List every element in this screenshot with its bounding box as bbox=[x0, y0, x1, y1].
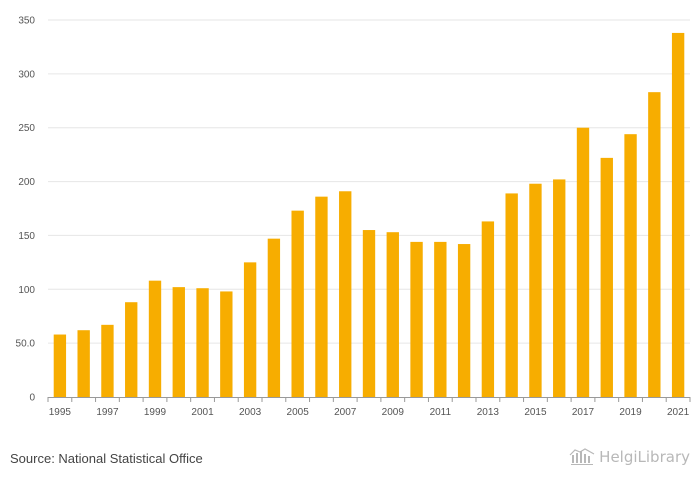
bar-2002[interactable] bbox=[220, 291, 233, 397]
y-tick-label: 0 bbox=[29, 393, 35, 404]
bars bbox=[53, 32, 685, 398]
bar-1995[interactable] bbox=[53, 334, 67, 397]
x-tick-label: 2003 bbox=[239, 407, 262, 418]
x-tick-label: 2005 bbox=[287, 407, 310, 418]
y-tick-label: 250 bbox=[18, 123, 35, 134]
library-building-icon bbox=[569, 448, 595, 465]
bar-2013[interactable] bbox=[481, 221, 495, 397]
x-tick-label: 1999 bbox=[144, 407, 167, 418]
source-note: Source: National Statistical Office bbox=[10, 451, 203, 466]
bar-1999[interactable] bbox=[148, 280, 162, 397]
bar-2018[interactable] bbox=[600, 157, 613, 397]
x-tick-label: 2001 bbox=[191, 407, 214, 418]
bar-1996[interactable] bbox=[77, 330, 90, 397]
y-tick-label: 50.0 bbox=[16, 339, 36, 350]
bar-1998[interactable] bbox=[125, 302, 138, 397]
bar-2020[interactable] bbox=[648, 92, 661, 397]
bar-2007[interactable] bbox=[339, 191, 352, 397]
y-tick-label: 100 bbox=[18, 285, 35, 296]
x-tick-label: 2007 bbox=[334, 407, 357, 418]
chart-footer: Source: National Statistical Office Helg… bbox=[0, 440, 700, 483]
x-tick-label: 1997 bbox=[96, 407, 119, 418]
bar-2012[interactable] bbox=[457, 244, 471, 397]
y-tick-label: 200 bbox=[18, 177, 35, 188]
logo-text: HelgiLibrary bbox=[599, 448, 690, 466]
bar-2006[interactable] bbox=[315, 196, 328, 397]
x-tick-label: 2013 bbox=[477, 407, 500, 418]
bar-2008[interactable] bbox=[362, 230, 376, 397]
bar-2010[interactable] bbox=[410, 241, 423, 397]
bar-1997[interactable] bbox=[101, 324, 114, 397]
bar-2021[interactable] bbox=[671, 32, 685, 397]
helgilibrary-logo[interactable]: HelgiLibrary bbox=[569, 448, 690, 466]
bar-2005[interactable] bbox=[291, 210, 304, 397]
bar-2011[interactable] bbox=[434, 241, 447, 397]
bar-chart: 0 50.0 100 150 200 250 300 350 1995 1997 1999 2001 2… bbox=[16, 16, 691, 418]
bar-2004[interactable] bbox=[267, 238, 281, 397]
x-tick-label: 2009 bbox=[382, 407, 405, 418]
y-tick-label: 350 bbox=[18, 16, 35, 27]
bar-2015[interactable] bbox=[529, 183, 542, 397]
x-tick-label: 1995 bbox=[49, 407, 72, 418]
axes: 0 50.0 100 150 200 250 300 350 1995 1997 1999 2001 2… bbox=[16, 16, 691, 418]
x-tick-label: 2019 bbox=[619, 407, 642, 418]
x-tick-label: 2021 bbox=[667, 407, 690, 418]
x-tick-label: 2015 bbox=[524, 407, 547, 418]
y-tick-label: 150 bbox=[18, 231, 35, 242]
bar-2014[interactable] bbox=[505, 193, 518, 397]
x-tick-label: 2017 bbox=[572, 407, 595, 418]
bar-2003[interactable] bbox=[243, 262, 257, 397]
bar-2009[interactable] bbox=[386, 232, 399, 397]
bar-2000[interactable] bbox=[172, 287, 185, 397]
bar-2017[interactable] bbox=[576, 127, 590, 397]
bar-2001[interactable] bbox=[196, 288, 209, 397]
bar-2019[interactable] bbox=[624, 134, 637, 398]
x-tick-label: 2011 bbox=[430, 407, 452, 418]
y-tick-label: 300 bbox=[18, 69, 35, 80]
bar-2016[interactable] bbox=[553, 179, 566, 397]
